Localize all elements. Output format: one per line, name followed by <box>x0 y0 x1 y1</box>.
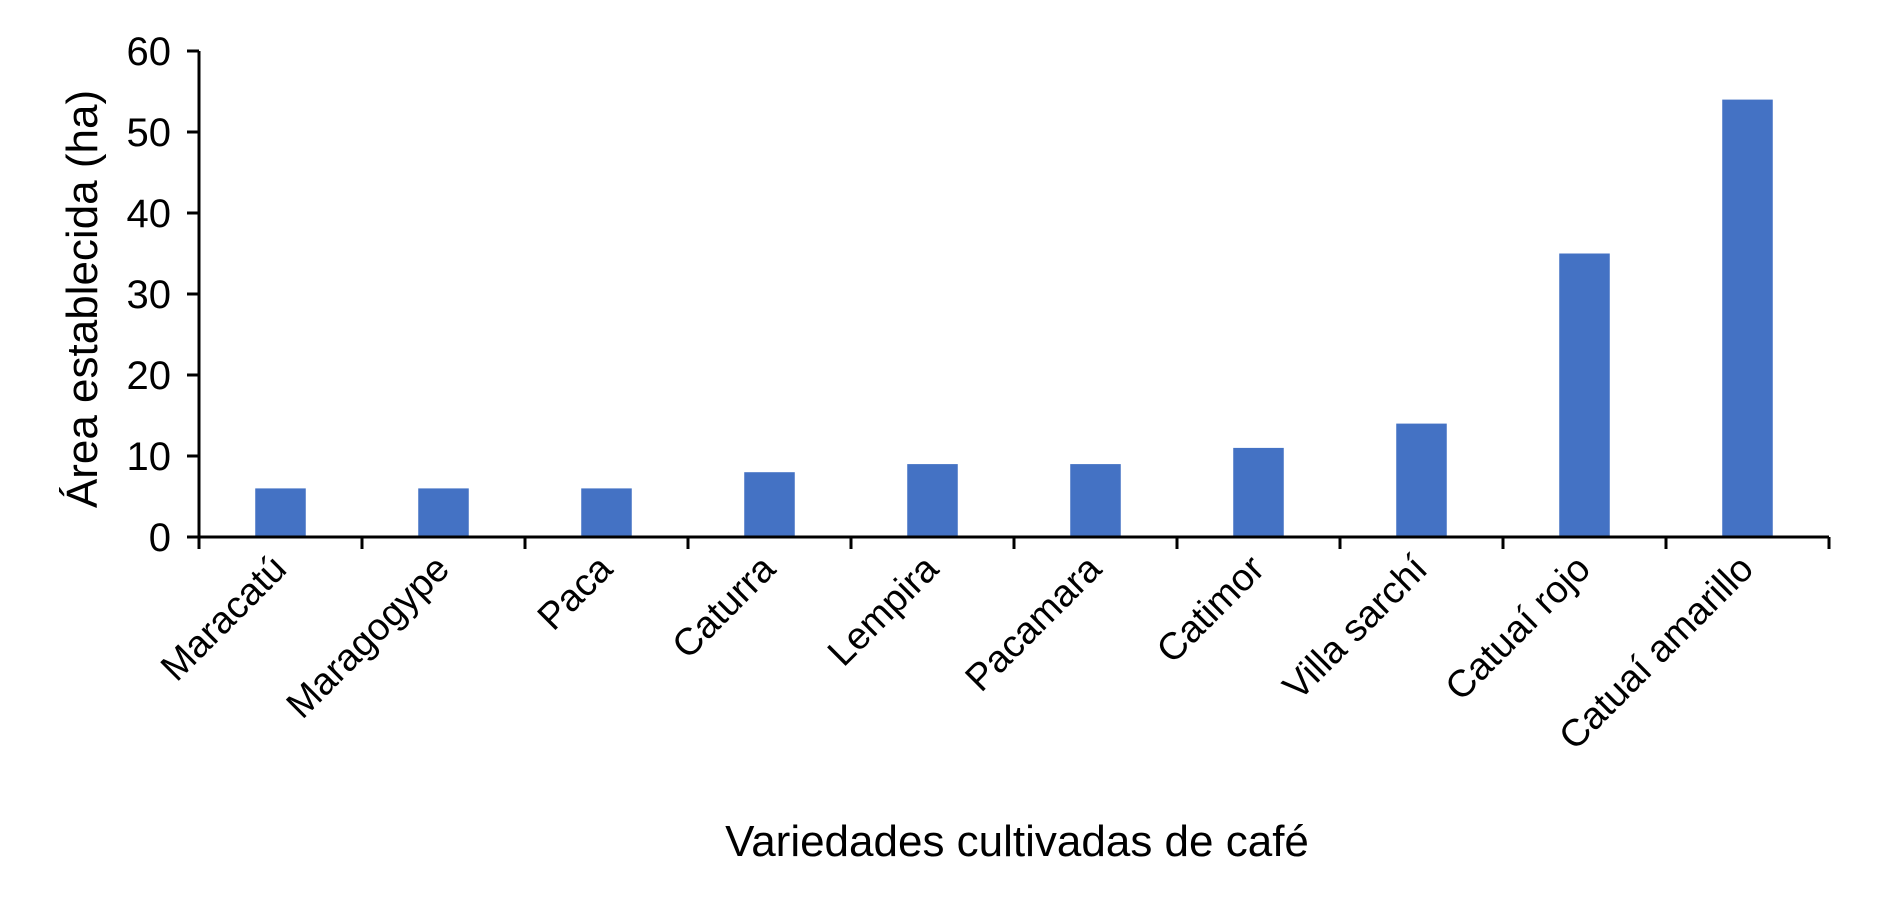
y-axis-title: Área establecida (ha) <box>58 90 107 508</box>
bar-catuaí-rojo <box>1559 253 1610 537</box>
bar-pacamara <box>1070 464 1121 537</box>
bar-villa-sarchí <box>1396 423 1447 537</box>
y-tick-label: 20 <box>127 354 172 398</box>
x-axis-ticks <box>197 537 1831 549</box>
y-tick-label: 40 <box>127 192 172 236</box>
x-category-label: Catimor <box>1149 547 1273 671</box>
y-axis-ticks: 0 10 20 30 40 50 60 <box>127 30 199 560</box>
bar-maragogype <box>418 488 469 537</box>
y-tick-label: 10 <box>127 435 172 479</box>
bar-maracatú <box>255 488 306 537</box>
x-category-label: Villa sarchí <box>1275 547 1436 708</box>
bar-paca <box>581 488 632 537</box>
bar-catimor <box>1233 447 1284 537</box>
x-category-label: Pacamara <box>958 547 1111 700</box>
x-category-label: Paca <box>530 547 622 639</box>
bar-catuaí-amarillo <box>1722 99 1773 537</box>
x-category-label: Caturra <box>665 547 785 667</box>
x-axis-title: Variedades cultivadas de café <box>725 817 1309 866</box>
x-category-label: Maragogype <box>279 548 458 727</box>
x-category-label: Catuaí rojo <box>1438 548 1599 709</box>
bars <box>255 99 1773 537</box>
x-category-label: Lempira <box>820 547 947 674</box>
y-tick-label: 60 <box>127 30 172 74</box>
y-tick-label: 30 <box>127 273 172 317</box>
y-tick-label: 0 <box>149 516 171 560</box>
bar-lempira <box>907 464 958 537</box>
bar-caturra <box>744 472 795 537</box>
y-tick-label: 50 <box>127 111 172 155</box>
x-category-label: Maracatú <box>153 548 295 690</box>
